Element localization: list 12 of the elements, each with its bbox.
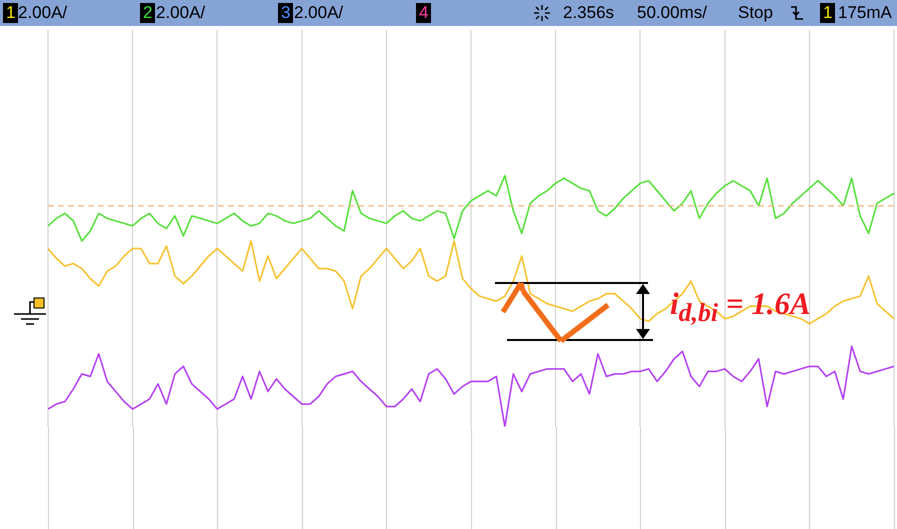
- text: 175mA: [838, 3, 892, 23]
- text: 1: [3, 3, 18, 23]
- text: 2: [140, 3, 156, 23]
- text: 1: [820, 3, 836, 23]
- text: 4: [416, 3, 432, 23]
- text: Stop: [738, 3, 773, 23]
- text: 2.00A/: [156, 3, 206, 23]
- text: 2.00A/: [18, 3, 68, 23]
- text: 2.00A/: [294, 3, 344, 23]
- text: 2.356s: [563, 3, 614, 23]
- text: 50.00ms/: [637, 3, 707, 23]
- text: 3: [278, 3, 294, 23]
